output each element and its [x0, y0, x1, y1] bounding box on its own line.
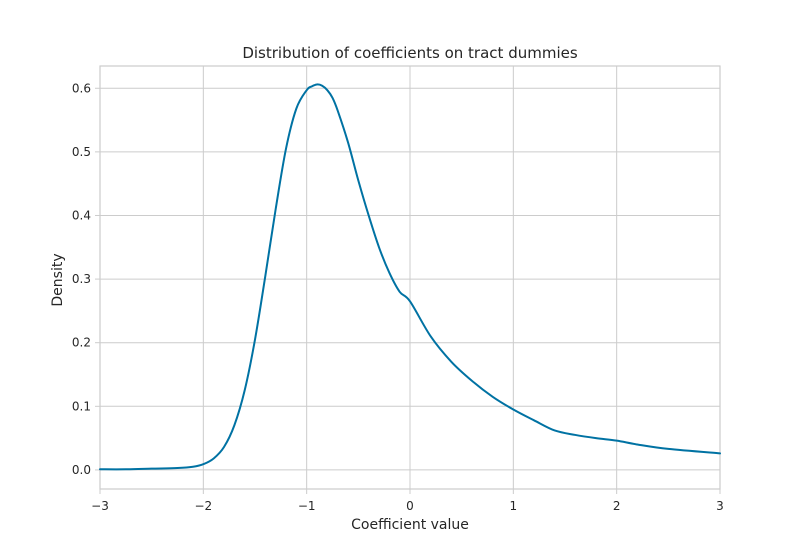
x-tick-label: 2: [613, 499, 621, 513]
tick-marks: [95, 87, 721, 494]
y-axis-label: Density: [50, 253, 66, 306]
x-tick-labels: −3 −2 −1 0 1 2 3: [91, 499, 724, 513]
x-tick-label: −2: [194, 499, 212, 513]
x-axis-label: Coefficient value: [351, 517, 469, 533]
x-tick-label: 1: [510, 499, 518, 513]
x-tick-label: 0: [406, 499, 414, 513]
x-tick-label: 3: [716, 499, 724, 513]
y-tick-label: 0.4: [72, 208, 91, 222]
y-tick-label: 0.6: [72, 81, 91, 95]
y-tick-label: 0.2: [72, 336, 91, 350]
y-tick-label: 0.1: [72, 399, 91, 413]
chart-title: Distribution of coefficients on tract du…: [242, 44, 578, 62]
x-tick-label: −1: [298, 499, 316, 513]
y-tick-label: 0.0: [72, 463, 91, 477]
x-tick-label: −3: [91, 499, 109, 513]
y-tick-label: 0.3: [72, 272, 91, 286]
y-tick-label: 0.5: [72, 145, 91, 159]
grid-lines: [99, 66, 721, 489]
y-tick-labels: 0.0 0.1 0.2 0.3 0.4 0.5 0.6: [72, 81, 91, 477]
density-curve: [99, 83, 721, 471]
